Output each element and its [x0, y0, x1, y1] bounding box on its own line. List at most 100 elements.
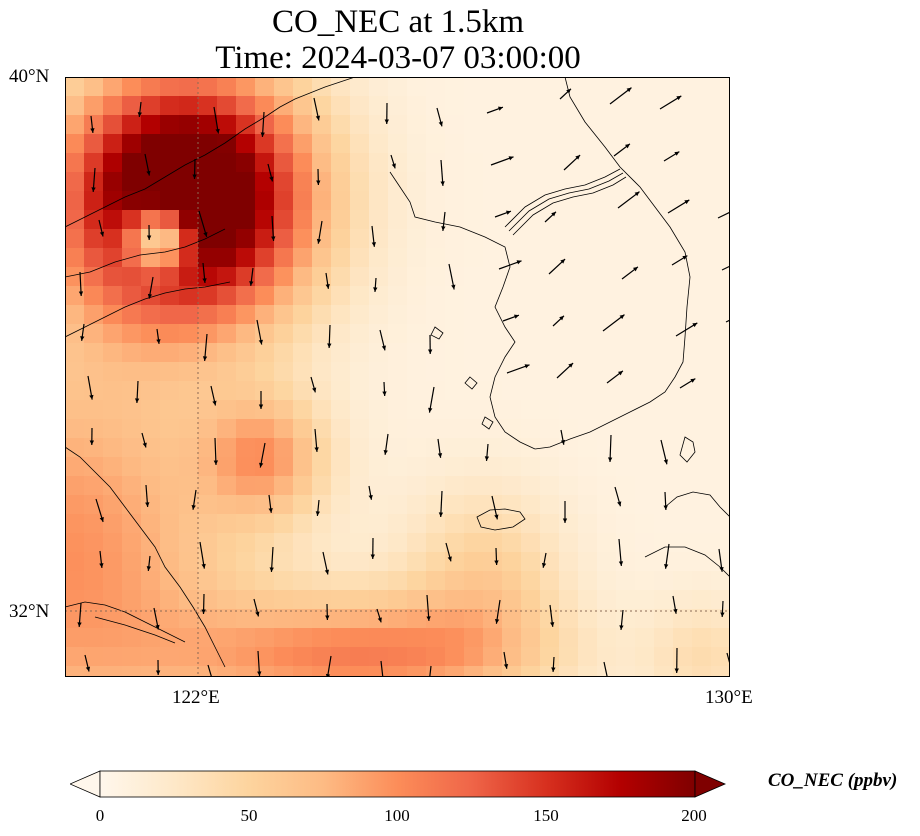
concentration-cell: [407, 495, 427, 515]
wind-arrow-shaft: [380, 660, 384, 677]
concentration-cell: [407, 115, 427, 135]
concentration-cell: [559, 115, 579, 135]
concentration-cell: [103, 267, 123, 287]
concentration-cell: [692, 666, 712, 677]
concentration-cell: [350, 305, 370, 325]
concentration-cell: [426, 324, 446, 344]
concentration-cell: [445, 590, 465, 610]
concentration-cell: [350, 172, 370, 192]
concentration-cell: [426, 628, 446, 648]
concentration-cell: [255, 609, 275, 629]
wind-arrow-head: [99, 231, 105, 237]
concentration-cell: [407, 571, 427, 591]
concentration-cell: [293, 248, 313, 268]
wind-arrow-head: [255, 611, 260, 617]
concentration-cell: [369, 495, 389, 515]
concentration-cell: [103, 229, 123, 249]
graticule: [65, 77, 730, 677]
concentration-cell: [331, 400, 351, 420]
wind-arrow-head: [268, 508, 273, 513]
wind-arrow-head: [145, 502, 150, 507]
concentration-cell: [141, 495, 161, 515]
concentration-cell: [464, 457, 484, 477]
concentration-cell: [578, 115, 598, 135]
concentration-cell: [236, 305, 256, 325]
concentration-cell: [616, 647, 636, 667]
concentration-cell: [179, 77, 199, 97]
concentration-cell: [654, 400, 674, 420]
wind-arrow-head: [633, 266, 638, 272]
concentration-cell: [426, 134, 446, 154]
concentration-cell: [502, 286, 522, 306]
wind-arrow-head: [371, 242, 377, 247]
concentration-cell: [350, 571, 370, 591]
map-title: CO_NEC at 1.5km: [271, 4, 525, 40]
concentration-cell: [198, 628, 218, 648]
concentration-cell: [331, 666, 351, 677]
concentration-cell: [559, 419, 579, 439]
concentration-cell: [293, 229, 313, 249]
concentration-cell: [179, 666, 199, 677]
concentration-cell: [521, 210, 541, 230]
concentration-cell: [597, 134, 617, 154]
concentration-cell: [141, 533, 161, 553]
concentration-cell: [483, 210, 503, 230]
concentration-cell: [654, 248, 674, 268]
concentration-cell: [464, 476, 484, 496]
wind-arrow-head: [634, 191, 640, 197]
concentration-cell: [103, 495, 123, 515]
concentration-cell: [426, 286, 446, 306]
concentration-cell: [692, 77, 712, 97]
concentration-cell: [65, 476, 85, 496]
concentration-cell: [483, 476, 503, 496]
concentration-cell: [369, 172, 389, 192]
concentration-cell: [445, 229, 465, 249]
concentration-cell: [616, 229, 636, 249]
concentration-cell: [692, 457, 712, 477]
concentration-cell: [616, 96, 636, 116]
concentration-cell: [141, 400, 161, 420]
concentration-cell: [464, 210, 484, 230]
concentration-cell: [540, 248, 560, 268]
concentration-cell: [274, 77, 294, 97]
concentration-cell: [179, 609, 199, 629]
concentration-cell: [692, 153, 712, 173]
concentration-cell: [597, 647, 617, 667]
concentration-cell: [464, 552, 484, 572]
concentration-cell: [616, 400, 636, 420]
concentration-cell: [331, 96, 351, 116]
wind-arrow-head: [428, 407, 433, 413]
concentration-cell: [388, 476, 408, 496]
concentration-cell: [654, 153, 674, 173]
concentration-cell: [236, 571, 256, 591]
concentration-cell: [331, 609, 351, 629]
concentration-cell: [464, 590, 484, 610]
concentration-cell: [84, 533, 104, 553]
concentration-cell: [654, 666, 674, 677]
concentration-cell: [217, 609, 237, 629]
wind-arrow-head: [91, 187, 96, 192]
concentration-cell: [445, 77, 465, 97]
concentration-cell: [369, 115, 389, 135]
concentration-cell: [65, 267, 85, 287]
concentration-cell: [122, 286, 142, 306]
concentration-cell: [711, 495, 730, 515]
concentration-field: [65, 77, 730, 677]
concentration-cell: [122, 514, 142, 534]
wind-arrow-head: [618, 370, 623, 376]
concentration-cell: [464, 115, 484, 135]
concentration-cell: [578, 267, 598, 287]
wind-arrow-head: [192, 174, 197, 179]
concentration-cell: [255, 438, 275, 458]
concentration-cell: [255, 571, 275, 591]
concentration-cell: [426, 514, 446, 534]
concentration-cell: [369, 419, 389, 439]
concentration-cell: [407, 324, 427, 344]
concentration-cell: [65, 248, 85, 268]
concentration-cell: [559, 343, 579, 363]
concentration-cell: [616, 514, 636, 534]
concentration-cell: [141, 210, 161, 230]
concentration-cell: [84, 115, 104, 135]
concentration-cell: [464, 514, 484, 534]
concentration-cell: [635, 495, 655, 515]
